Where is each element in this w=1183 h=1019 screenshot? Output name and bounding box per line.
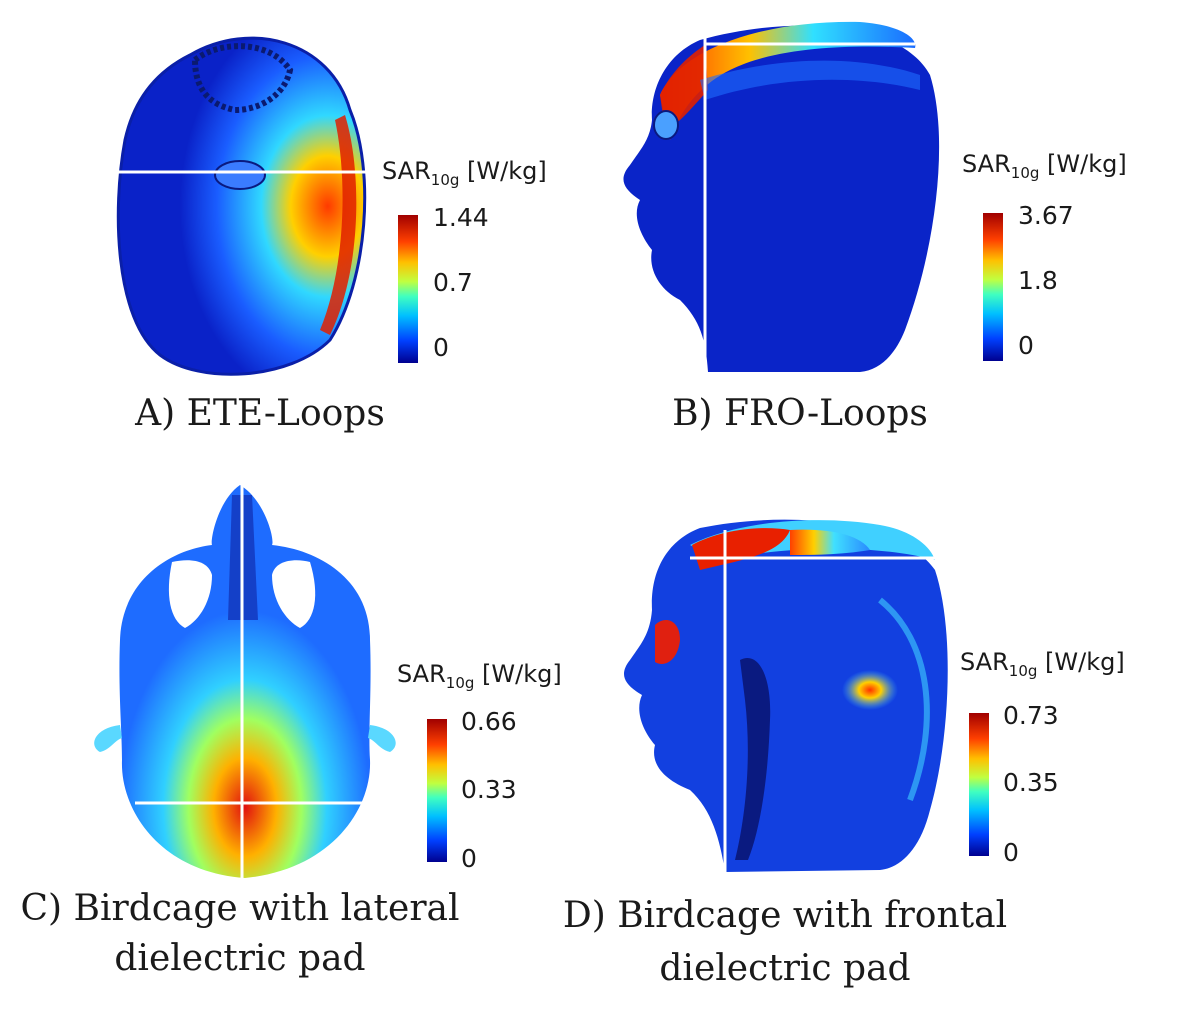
colorbar-title: SAR10g [W/kg] <box>382 157 547 189</box>
colorbar-tick-min: 0 <box>1018 331 1034 360</box>
colorbar-tick-max: 1.44 <box>433 203 489 232</box>
colorbar <box>398 215 418 363</box>
colorbar <box>969 713 989 856</box>
panel-caption-line1: D) Birdcage with frontal <box>562 895 1008 936</box>
colorbar-tick-mid: 0.33 <box>461 775 517 804</box>
colorbar-tick-mid: 0.7 <box>433 268 473 297</box>
colorbar <box>983 213 1003 361</box>
colorbar-title: SAR10g [W/kg] <box>397 660 562 692</box>
colorbar-tick-max: 0.73 <box>1003 701 1059 730</box>
colorbar-title: SAR10g [W/kg] <box>960 648 1125 680</box>
panel-caption-line1: C) Birdcage with lateral <box>20 888 460 929</box>
colorbar-title: SAR10g [W/kg] <box>962 150 1127 182</box>
colorbar-tick-min: 0 <box>433 333 449 362</box>
colorbar <box>427 719 447 862</box>
colorbar-tick-mid: 0.35 <box>1003 768 1059 797</box>
panel-caption-line2: dielectric pad <box>659 948 911 989</box>
panel-caption: A) ETE-Loops <box>135 393 385 434</box>
colorbar-tick-mid: 1.8 <box>1018 266 1058 295</box>
panel-caption: B) FRO-Loops <box>672 393 928 434</box>
panel-caption-line2: dielectric pad <box>114 938 366 979</box>
colorbar-tick-max: 0.66 <box>461 707 517 736</box>
colorbar-tick-max: 3.67 <box>1018 201 1074 230</box>
colorbar-tick-min: 0 <box>1003 838 1019 867</box>
colorbar-tick-min: 0 <box>461 844 477 873</box>
